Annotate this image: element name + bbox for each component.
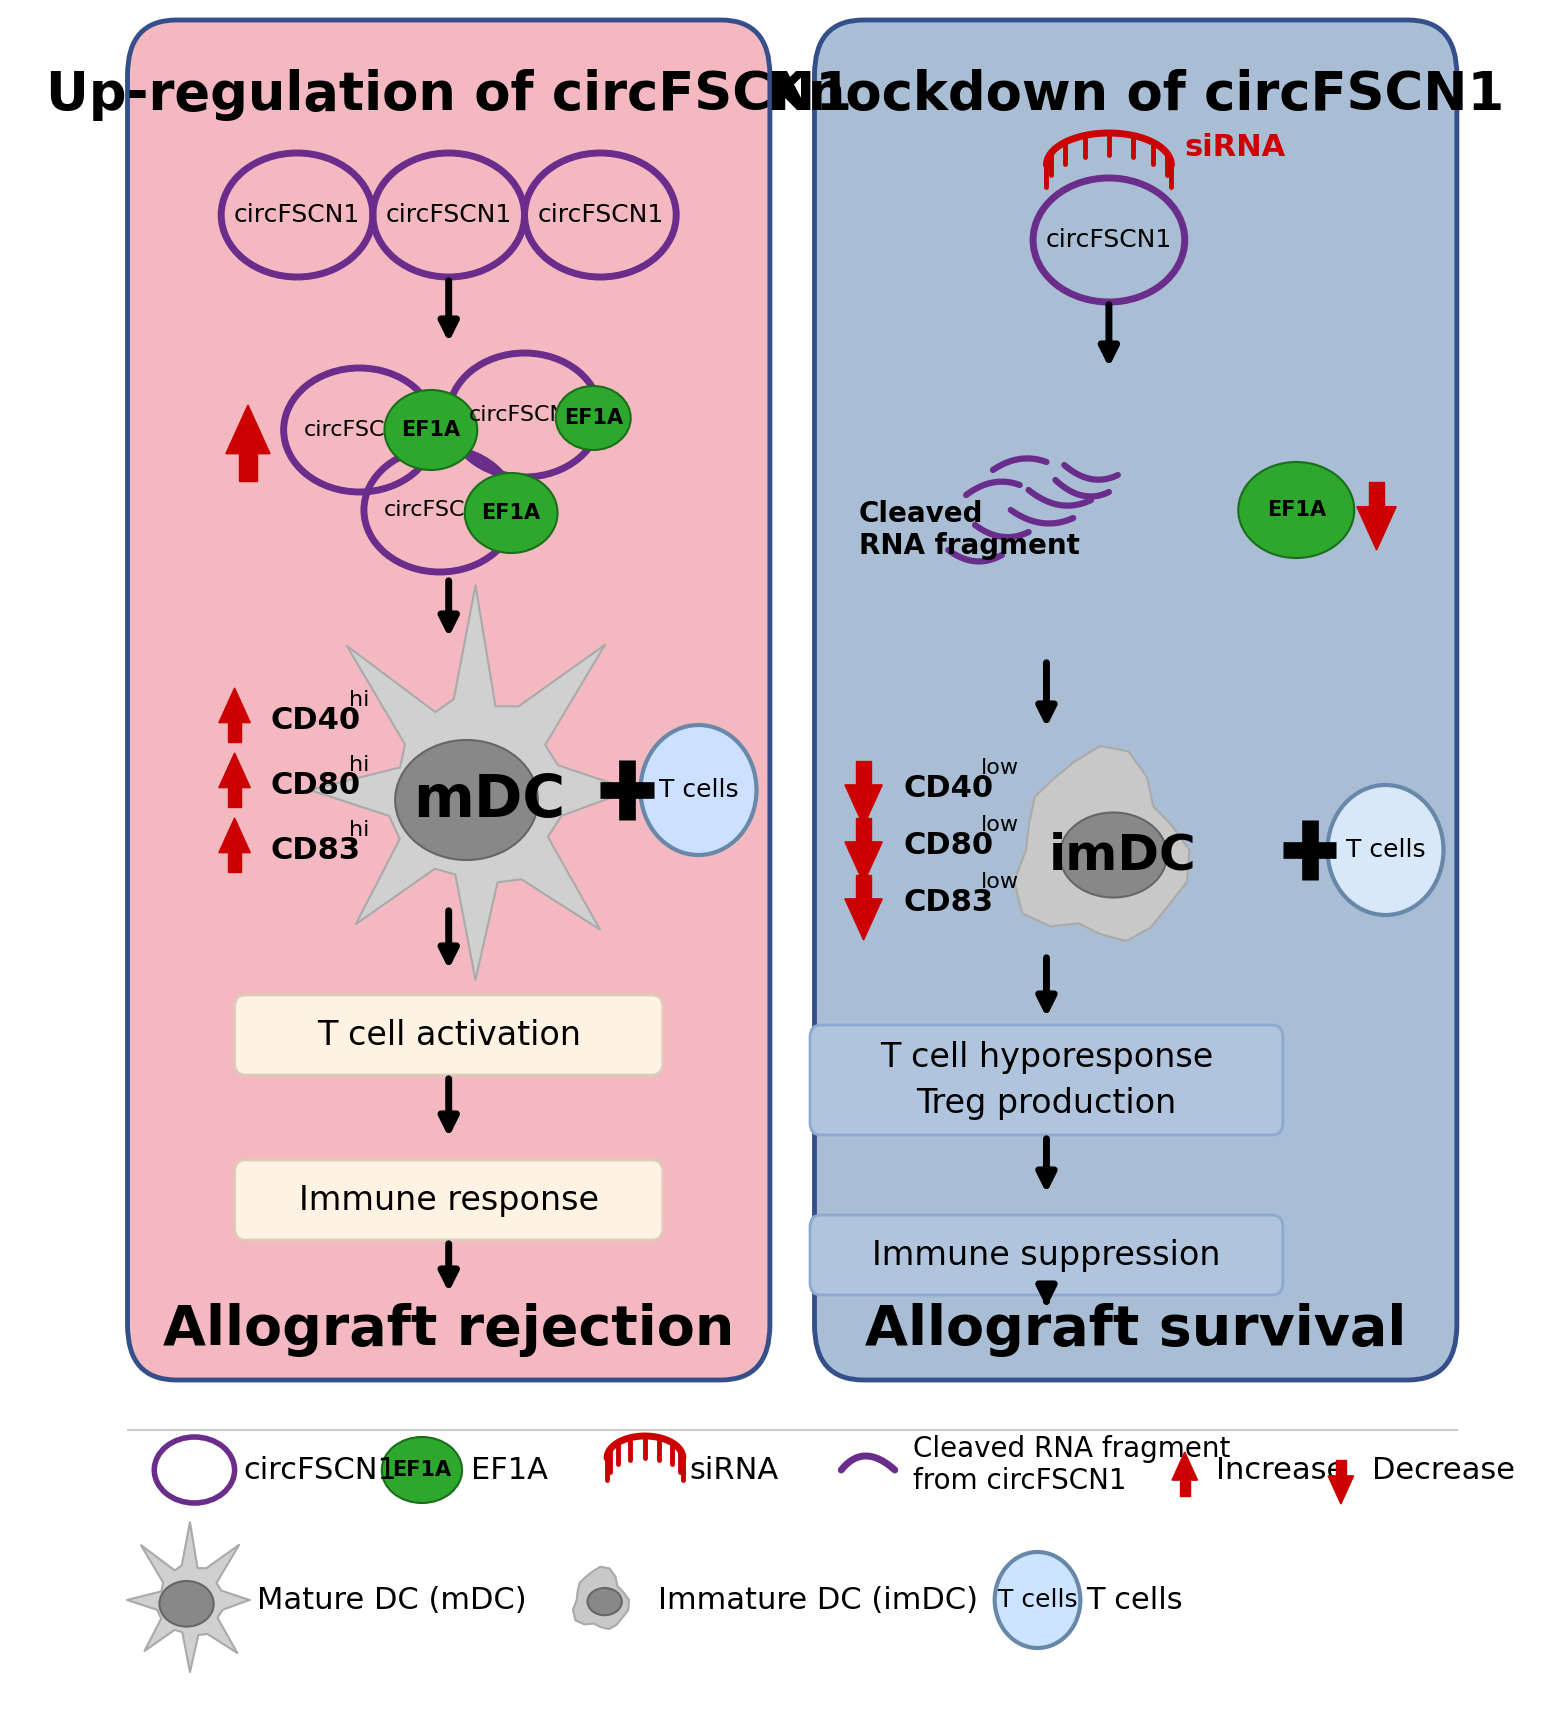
Text: Immature DC (imDC): Immature DC (imDC) [659, 1586, 978, 1614]
Text: siRNA: siRNA [690, 1455, 778, 1484]
Ellipse shape [465, 473, 558, 552]
Circle shape [1327, 785, 1443, 915]
Text: circFSCN1: circFSCN1 [468, 406, 581, 425]
Polygon shape [1336, 1460, 1345, 1476]
Text: Allograft survival: Allograft survival [865, 1303, 1406, 1357]
Ellipse shape [395, 740, 538, 860]
FancyBboxPatch shape [234, 994, 663, 1075]
Text: T cells: T cells [998, 1588, 1077, 1612]
Polygon shape [1180, 1481, 1190, 1496]
Ellipse shape [160, 1581, 214, 1626]
Text: circFSCN1: circFSCN1 [384, 501, 496, 520]
Text: EF1A: EF1A [482, 502, 541, 523]
Text: CD40: CD40 [270, 706, 361, 735]
Polygon shape [856, 875, 871, 899]
Ellipse shape [556, 387, 631, 450]
Polygon shape [845, 785, 882, 827]
Polygon shape [228, 723, 240, 742]
FancyBboxPatch shape [127, 21, 770, 1381]
Text: Up-regulation of circFSCN1: Up-regulation of circFSCN1 [45, 69, 851, 121]
Polygon shape [1014, 746, 1189, 941]
Circle shape [995, 1552, 1080, 1648]
FancyBboxPatch shape [811, 1025, 1283, 1136]
Polygon shape [219, 753, 250, 787]
Polygon shape [310, 585, 632, 980]
Text: Knockdown of circFSCN1: Knockdown of circFSCN1 [767, 69, 1505, 121]
FancyBboxPatch shape [811, 1215, 1283, 1294]
Text: EF1A: EF1A [471, 1455, 549, 1484]
Polygon shape [1356, 507, 1397, 551]
Text: circFSCN1: circFSCN1 [1046, 228, 1172, 252]
Ellipse shape [381, 1438, 462, 1503]
Text: Decrease: Decrease [1372, 1455, 1514, 1484]
Text: imDC: imDC [1048, 830, 1197, 879]
Text: T cell hyporesponse
Treg production: T cell hyporesponse Treg production [880, 1041, 1214, 1120]
Text: low: low [981, 815, 1018, 835]
Polygon shape [1172, 1452, 1198, 1481]
Polygon shape [574, 1567, 629, 1629]
Text: hi: hi [349, 690, 369, 709]
Text: low: low [981, 758, 1018, 778]
Polygon shape [228, 787, 240, 808]
Polygon shape [219, 818, 250, 853]
Text: T cell activation: T cell activation [316, 1018, 581, 1051]
Text: Immune suppression: Immune suppression [873, 1239, 1221, 1272]
Polygon shape [228, 853, 240, 872]
Polygon shape [226, 406, 270, 454]
Polygon shape [219, 689, 250, 723]
Polygon shape [239, 454, 257, 482]
Text: low: low [981, 872, 1018, 892]
Polygon shape [856, 761, 871, 785]
Text: T cells: T cells [659, 778, 738, 803]
Polygon shape [856, 818, 871, 842]
Text: CD40: CD40 [904, 773, 994, 803]
Text: EF1A: EF1A [1266, 501, 1325, 520]
Text: CD83: CD83 [904, 887, 994, 917]
Text: CD80: CD80 [904, 830, 994, 860]
Text: T cells: T cells [1087, 1586, 1183, 1614]
Text: hi: hi [349, 754, 369, 775]
Ellipse shape [587, 1588, 622, 1616]
Text: Allograft rejection: Allograft rejection [163, 1303, 735, 1357]
Text: Cleaved RNA fragment
from circFSCN1: Cleaved RNA fragment from circFSCN1 [913, 1434, 1231, 1495]
Text: circFSCN1: circFSCN1 [234, 204, 360, 228]
Text: EF1A: EF1A [401, 419, 460, 440]
Polygon shape [1328, 1476, 1353, 1503]
FancyBboxPatch shape [234, 1160, 663, 1239]
Text: EF1A: EF1A [564, 407, 623, 428]
Ellipse shape [1060, 813, 1167, 898]
Text: circFSCN1: circFSCN1 [538, 204, 663, 228]
Text: CD83: CD83 [270, 835, 360, 865]
Text: Mature DC (mDC): Mature DC (mDC) [257, 1586, 527, 1614]
Circle shape [640, 725, 756, 854]
Text: T cells: T cells [1345, 839, 1426, 861]
Text: Increase: Increase [1215, 1455, 1345, 1484]
Text: siRNA: siRNA [1184, 133, 1286, 162]
Text: circFSCN1: circFSCN1 [304, 419, 415, 440]
Ellipse shape [1238, 463, 1355, 557]
Text: CD80: CD80 [270, 770, 361, 799]
Text: Immune response: Immune response [299, 1184, 598, 1217]
Ellipse shape [384, 390, 477, 469]
Polygon shape [127, 1522, 250, 1672]
Text: Cleaved
RNA fragment: Cleaved RNA fragment [859, 501, 1080, 561]
Text: hi: hi [349, 820, 369, 841]
FancyBboxPatch shape [814, 21, 1457, 1381]
Polygon shape [845, 899, 882, 941]
Text: mDC: mDC [412, 772, 564, 828]
Text: circFSCN1: circFSCN1 [386, 204, 512, 228]
Text: EF1A: EF1A [392, 1460, 451, 1479]
Polygon shape [845, 842, 882, 884]
Text: circFSCN1: circFSCN1 [243, 1455, 397, 1484]
Polygon shape [1369, 482, 1384, 507]
